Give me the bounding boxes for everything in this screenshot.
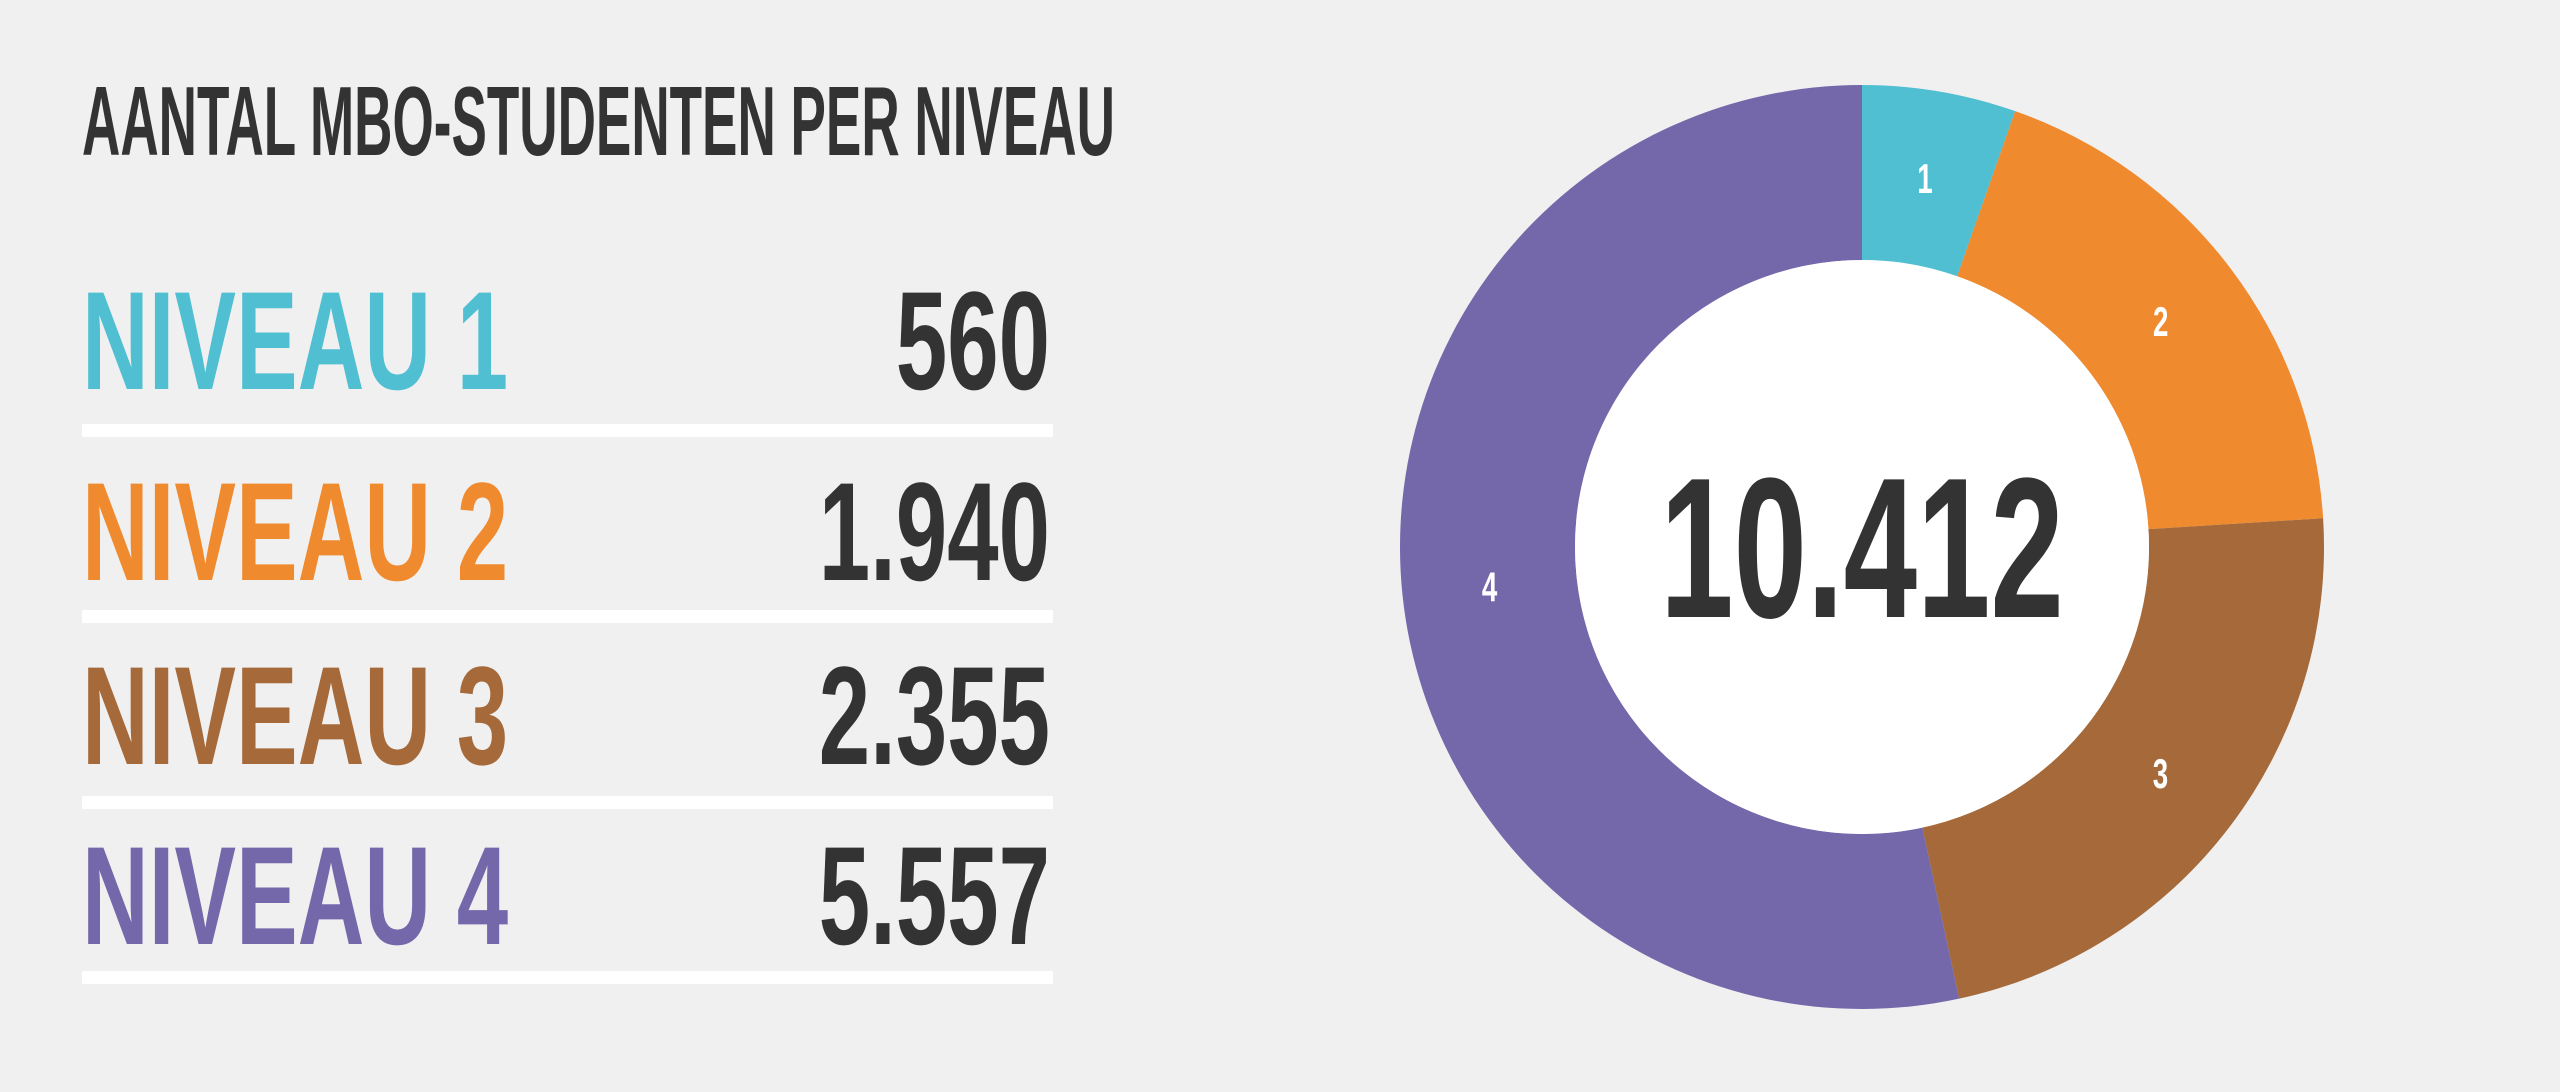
chart-title: AANTAL MBO-STUDENTEN PER NIVEAU: [82, 66, 1115, 176]
level-value: 560: [896, 264, 1050, 420]
row-separator: [82, 971, 1053, 984]
donut-slice: [1957, 111, 2324, 530]
level-value: 2.355: [819, 639, 1050, 795]
slice-label: 3: [2153, 750, 2168, 797]
level-value: 5.557: [819, 819, 1050, 975]
donut-hole: [1575, 260, 2149, 834]
donut-slice: [1399, 84, 1960, 1009]
slice-label: 2: [2153, 298, 2168, 345]
level-label: NIVEAU 2: [82, 455, 508, 611]
donut-slice: [1922, 518, 2324, 999]
row-separator: [82, 796, 1053, 809]
slice-label: 4: [1482, 564, 1498, 611]
level-label: NIVEAU 4: [82, 819, 508, 975]
row-separator: [82, 610, 1053, 623]
level-label: NIVEAU 1: [82, 264, 508, 420]
slice-label: 1: [1917, 155, 1932, 202]
row-separator: [82, 424, 1053, 437]
donut-slice: [1862, 85, 2016, 277]
level-label: NIVEAU 3: [82, 639, 508, 795]
level-value: 1.940: [819, 455, 1050, 611]
total-label: 10.412: [1660, 436, 2064, 659]
